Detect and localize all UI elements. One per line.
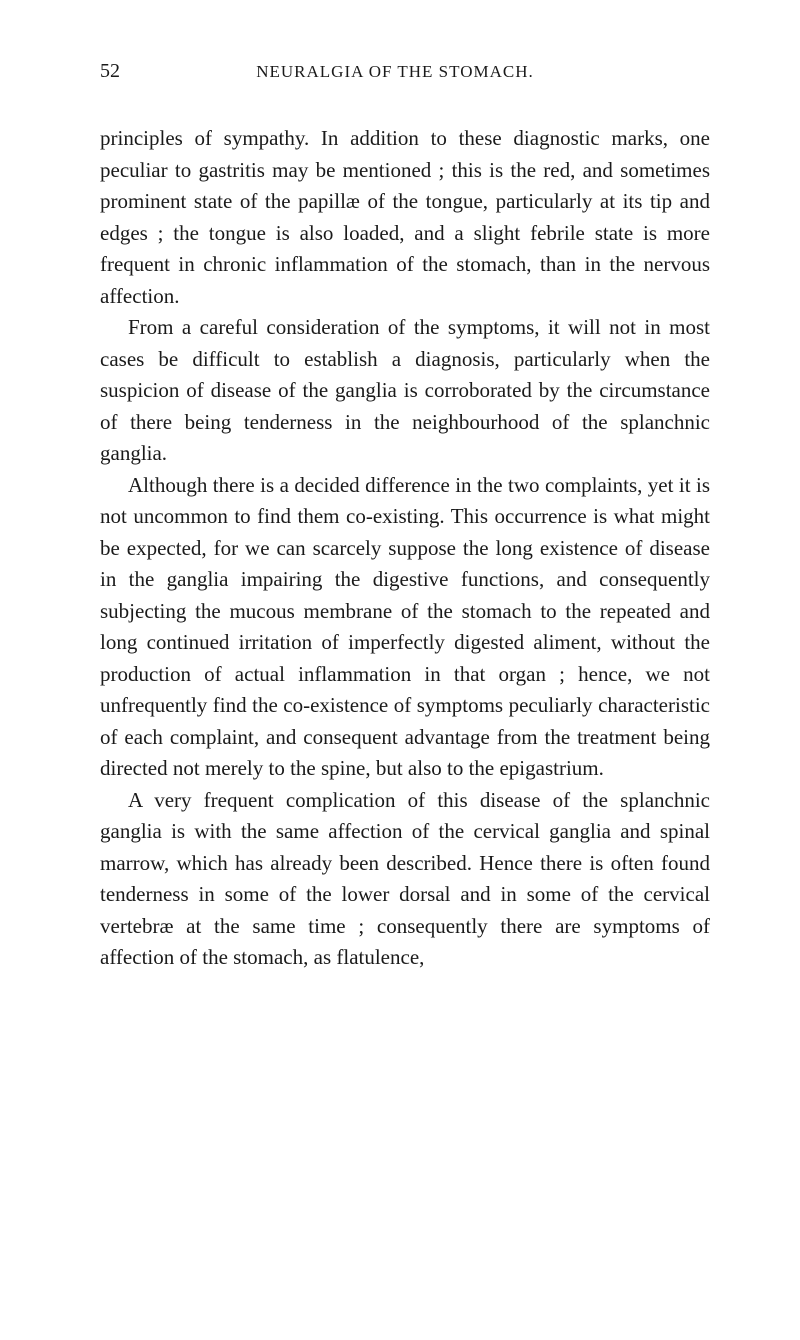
paragraph-2: From a careful consideration of the symp… bbox=[100, 312, 710, 470]
page-header: 52 NEURALGIA OF THE STOMACH. bbox=[100, 60, 710, 87]
paragraph-1: principles of sympathy. In addition to t… bbox=[100, 123, 710, 312]
paragraph-3: Although there is a decided difference i… bbox=[100, 470, 710, 785]
body-content: principles of sympathy. In addition to t… bbox=[100, 123, 710, 974]
header-title: NEURALGIA OF THE STOMACH. bbox=[80, 62, 710, 82]
paragraph-4: A very frequent complication of this dis… bbox=[100, 785, 710, 974]
